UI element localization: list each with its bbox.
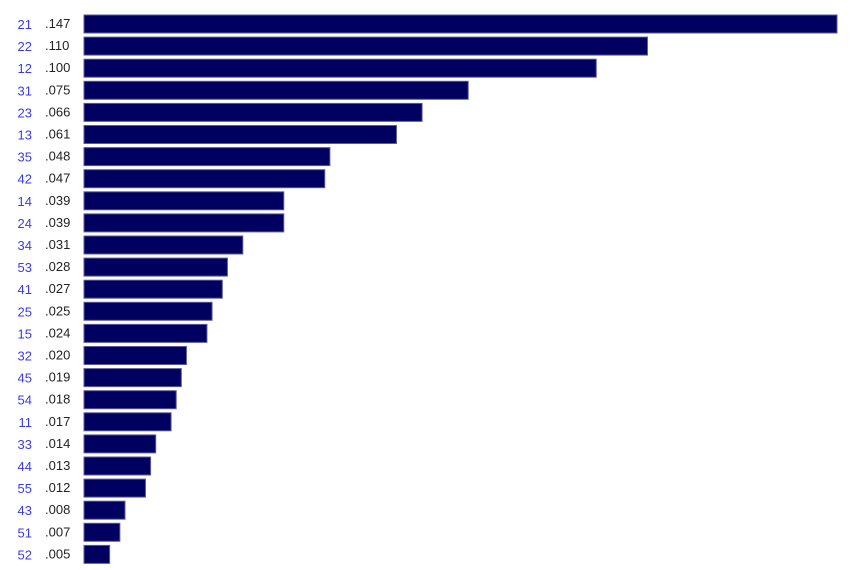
value-label: .019 <box>45 370 70 385</box>
category-label: 52 <box>18 547 32 562</box>
category-label: 34 <box>18 238 32 253</box>
value-label: .025 <box>45 303 70 318</box>
bar-14 <box>83 191 285 211</box>
bar-45 <box>83 368 182 388</box>
category-label: 33 <box>18 437 32 452</box>
value-label: .110 <box>45 38 69 53</box>
value-label: .008 <box>45 502 70 517</box>
value-label: .066 <box>45 104 70 119</box>
value-label: .075 <box>45 82 70 97</box>
bar-12 <box>83 58 597 78</box>
value-label: .147 <box>45 16 70 31</box>
value-label: .018 <box>45 392 70 407</box>
category-label: 32 <box>18 349 32 364</box>
bar-33 <box>83 434 157 454</box>
category-label: 43 <box>18 503 32 518</box>
bar-31 <box>83 80 469 100</box>
bar-51 <box>83 522 121 542</box>
bar-34 <box>83 235 244 255</box>
bar-41 <box>83 279 223 299</box>
category-label: 14 <box>18 194 32 209</box>
value-label: .048 <box>45 149 70 164</box>
value-label: .005 <box>45 546 70 561</box>
bar-23 <box>83 102 423 122</box>
bar-42 <box>83 169 326 189</box>
value-label: .031 <box>45 237 70 252</box>
bar-11 <box>83 412 172 432</box>
value-label: .024 <box>45 325 70 340</box>
value-label: .061 <box>45 127 70 142</box>
category-label: 54 <box>18 393 32 408</box>
value-label: .014 <box>45 436 70 451</box>
category-label: 55 <box>18 481 32 496</box>
category-label: 42 <box>18 172 32 187</box>
value-label: .047 <box>45 171 70 186</box>
value-label: .027 <box>45 281 70 296</box>
bar-54 <box>83 390 177 410</box>
value-label: .007 <box>45 524 70 539</box>
value-label: .020 <box>45 348 70 363</box>
value-label: .039 <box>45 215 70 230</box>
value-label: .028 <box>45 259 70 274</box>
bar-22 <box>83 36 648 56</box>
value-label: .100 <box>45 60 70 75</box>
value-label: .013 <box>45 458 70 473</box>
category-label: 31 <box>18 83 32 98</box>
bar-44 <box>83 456 152 476</box>
bar-53 <box>83 257 228 277</box>
bar-55 <box>83 478 146 498</box>
category-label: 25 <box>18 304 32 319</box>
bar-21 <box>83 14 838 34</box>
category-label: 41 <box>18 282 32 297</box>
category-label: 24 <box>18 216 32 231</box>
bar-35 <box>83 147 331 167</box>
category-label: 23 <box>18 105 32 120</box>
category-label: 53 <box>18 260 32 275</box>
category-label: 35 <box>18 150 32 165</box>
category-label: 12 <box>18 61 32 76</box>
category-label: 22 <box>18 39 32 54</box>
category-label: 11 <box>19 415 33 430</box>
category-label: 45 <box>18 371 32 386</box>
bar-24 <box>83 213 285 233</box>
value-label: .012 <box>45 480 70 495</box>
category-label: 13 <box>18 128 32 143</box>
category-label: 15 <box>18 326 32 341</box>
bar-43 <box>83 500 126 520</box>
category-label: 51 <box>18 525 32 540</box>
bar-32 <box>83 346 187 365</box>
bar-52 <box>83 544 111 564</box>
value-label: .017 <box>45 414 70 429</box>
bar-13 <box>83 125 397 144</box>
category-label: 44 <box>18 459 32 474</box>
value-label: .039 <box>45 193 70 208</box>
category-label: 21 <box>18 17 32 32</box>
bar-25 <box>83 301 213 321</box>
bar-15 <box>83 323 208 343</box>
